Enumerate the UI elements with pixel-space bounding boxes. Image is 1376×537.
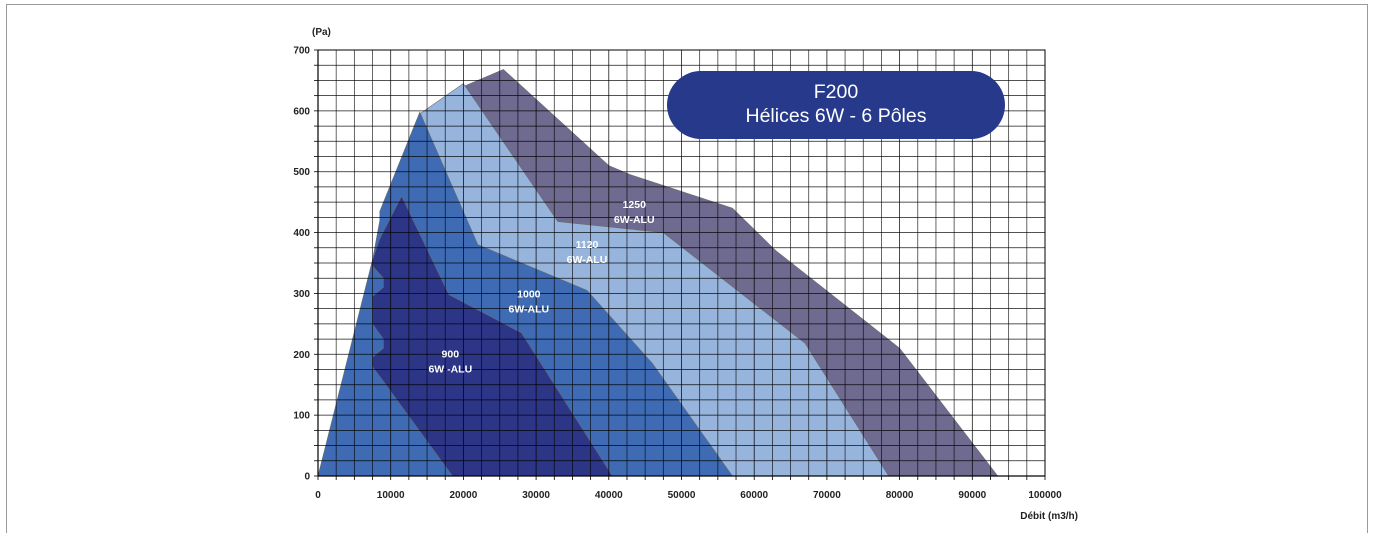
x-tick-label: 90000 (958, 490, 986, 501)
x-axis-label: Débit (m3/h) (1020, 511, 1078, 522)
y-tick-label: 200 (293, 350, 310, 361)
y-tick-label: 0 (304, 472, 310, 483)
x-tick-label: 10000 (377, 490, 405, 501)
x-tick-label: 80000 (886, 490, 914, 501)
x-tick-label: 70000 (813, 490, 841, 501)
area-label-2: 1000 6W-ALU (509, 289, 550, 316)
chart-frame (6, 4, 1368, 533)
chart-title-box: F200 Hélices 6W - 6 Pôles (667, 71, 1005, 139)
x-tick-label: 30000 (522, 490, 550, 501)
x-tick-label: 60000 (740, 490, 768, 501)
y-tick-label: 700 (293, 46, 310, 57)
x-tick-label: 40000 (595, 490, 623, 501)
area-label-3: 900 6W -ALU (428, 348, 472, 375)
chart-grid (317, 49, 1046, 477)
y-tick-label: 400 (293, 228, 310, 239)
x-tick-label: 20000 (449, 490, 477, 501)
chart-title: F200 (813, 81, 859, 103)
x-tick-label: 0 (315, 490, 321, 501)
x-tick-label: 50000 (668, 490, 696, 501)
y-tick-label: 100 (293, 411, 310, 422)
chart-subtitle: Hélices 6W - 6 Pôles (745, 105, 927, 127)
chart-ticks: 0 100 200 300 400 500 600 700 0 10000 20000 30000 40… (293, 46, 1062, 502)
y-tick-label: 300 (293, 289, 310, 300)
x-tick-label: 100000 (1028, 490, 1062, 501)
y-tick-label: 600 (293, 106, 310, 117)
area-label-1: 1120 6W-ALU (567, 239, 608, 266)
area-label-0: 1250 6W-ALU (614, 199, 655, 226)
y-tick-label: 500 (293, 167, 310, 178)
y-axis-label: (Pa) (312, 27, 331, 38)
